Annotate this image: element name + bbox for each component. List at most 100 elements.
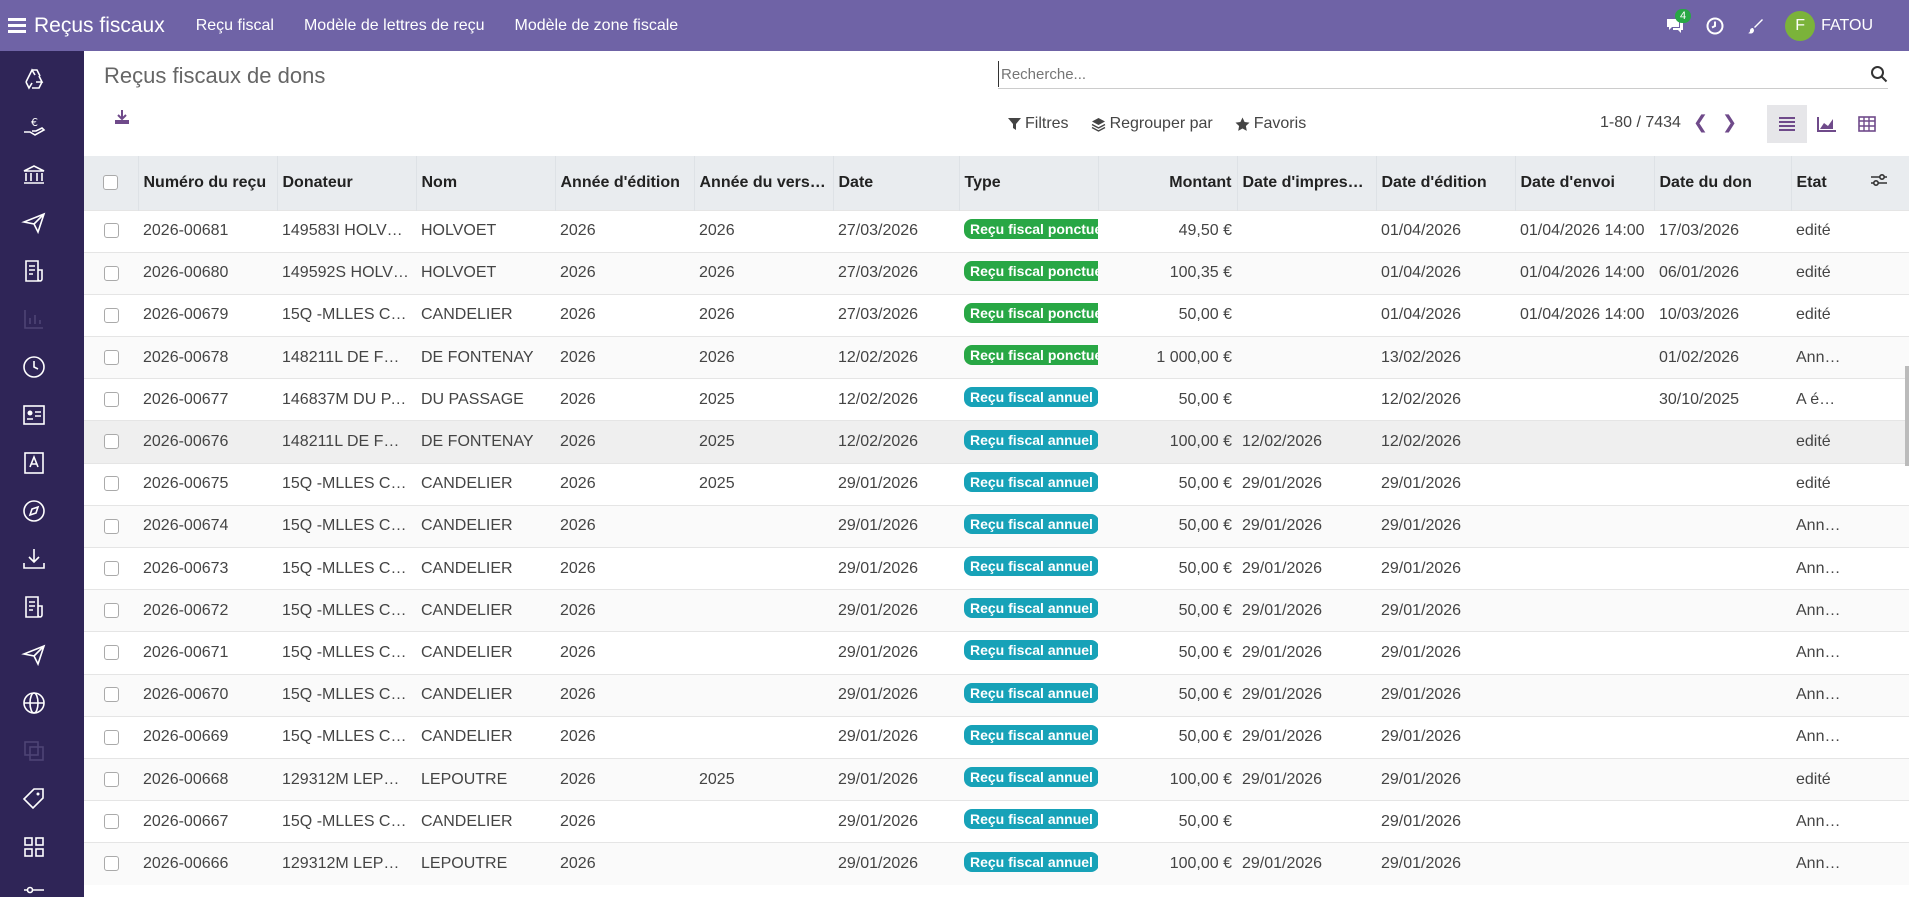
cell-nom: CANDELIER <box>416 800 555 843</box>
scrollbar[interactable] <box>1905 366 1909 466</box>
column-header[interactable]: Numéro du reçu <box>138 156 278 210</box>
list-view-icon[interactable] <box>1767 105 1807 143</box>
table-row[interactable]: 2026-00680 149592S HOLVOET HOLVOET 2026 2026… <box>84 251 1909 295</box>
column-header[interactable]: Date d'impression <box>1237 156 1377 210</box>
search-icon[interactable] <box>1870 65 1888 83</box>
recycle-icon[interactable] <box>20 65 48 93</box>
row-checkbox[interactable] <box>103 729 119 745</box>
row-checkbox[interactable] <box>103 856 119 872</box>
row-checkbox[interactable] <box>103 518 119 534</box>
menu-item-modele-lettres[interactable]: Modèle de lettres de reçu <box>303 16 485 34</box>
apps-grid-icon[interactable] <box>20 833 48 861</box>
column-header[interactable]: Type <box>959 156 1099 210</box>
user-avatar[interactable]: F <box>1785 10 1816 41</box>
row-select-cell <box>84 546 138 590</box>
cell-date-don: 10/03/2026 <box>1654 293 1791 337</box>
cell-date-imp: 29/01/2026 <box>1237 842 1376 885</box>
cell-date-imp: 29/01/2026 <box>1237 673 1376 717</box>
row-checkbox[interactable] <box>103 392 119 408</box>
donation-hand-icon[interactable]: € <box>20 113 48 141</box>
search-input[interactable] <box>998 61 1848 87</box>
column-header[interactable]: Date du don <box>1654 156 1792 210</box>
select-all-checkbox[interactable] <box>103 175 119 191</box>
settings-slider-icon[interactable] <box>20 881 48 897</box>
paper-plane-icon[interactable] <box>20 641 48 669</box>
favorites-button[interactable]: Favoris <box>1235 115 1306 133</box>
menu-toggle-icon[interactable] <box>0 0 34 51</box>
graph-view-icon[interactable] <box>1807 105 1847 143</box>
activity-clock-icon[interactable] <box>1695 0 1735 51</box>
user-name[interactable]: FATOU <box>1821 16 1873 34</box>
column-header[interactable]: Année du versement <box>694 156 834 210</box>
row-checkbox[interactable] <box>103 476 119 492</box>
download-icon[interactable] <box>114 109 130 125</box>
pager-previous-icon[interactable]: ❮ <box>1692 112 1709 132</box>
chat-icon[interactable]: 4 <box>1655 0 1695 51</box>
cell-etat: Annulé <box>1791 546 1849 590</box>
document-icon[interactable] <box>20 257 48 285</box>
row-checkbox[interactable] <box>103 223 119 239</box>
row-checkbox[interactable] <box>103 265 119 281</box>
column-header[interactable]: Date d'envoi <box>1515 156 1655 210</box>
tag-icon[interactable] <box>20 785 48 813</box>
cell-montant: 100,00 € <box>1098 757 1237 801</box>
clock-icon[interactable] <box>20 353 48 381</box>
cell-date-env <box>1515 800 1654 843</box>
row-checkbox[interactable] <box>103 645 119 661</box>
row-checkbox[interactable] <box>103 434 119 450</box>
column-header[interactable]: Date <box>833 156 960 210</box>
bar-chart-icon[interactable] <box>20 305 48 333</box>
row-checkbox[interactable] <box>103 307 119 323</box>
letter-a-icon[interactable] <box>20 449 48 477</box>
row-checkbox[interactable] <box>103 771 119 787</box>
compass-icon[interactable] <box>20 497 48 525</box>
row-checkbox[interactable] <box>103 349 119 365</box>
download-icon[interactable] <box>20 545 48 573</box>
pager-value[interactable]: 1-80 / 7434 <box>1600 113 1681 131</box>
cell-nom: DE FONTENAY <box>416 336 555 379</box>
column-header[interactable]: Etat <box>1796 173 1827 191</box>
row-checkbox[interactable] <box>103 687 119 703</box>
menu-item-recu-fiscal[interactable]: Reçu fiscal <box>195 16 274 34</box>
menu-item-modele-zone[interactable]: Modèle de zone fiscale <box>514 16 679 34</box>
brush-icon[interactable] <box>1735 0 1775 51</box>
filters-button[interactable]: Filtres <box>1008 115 1069 133</box>
column-settings-icon[interactable] <box>1871 173 1887 187</box>
group-by-button[interactable]: Regrouper par <box>1091 115 1213 133</box>
pivot-view-icon[interactable] <box>1847 105 1887 143</box>
column-header[interactable]: Nom <box>416 156 556 210</box>
table-row[interactable]: 2026-00681 149583I HOLVOET HOLVOET 2026 2026… <box>84 209 1909 253</box>
pager-next-icon[interactable]: ❯ <box>1722 112 1738 132</box>
column-header[interactable]: Montant <box>1098 156 1238 210</box>
contact-card-icon[interactable] <box>20 401 48 429</box>
column-header[interactable]: Donateur <box>277 156 417 210</box>
paper-plane-icon[interactable] <box>20 209 48 237</box>
app-title[interactable]: Reçus fiscaux <box>34 13 165 37</box>
cell-annee-ed: 2026 <box>555 462 694 506</box>
cell-annee-ed: 2026 <box>555 251 694 295</box>
copy-icon[interactable] <box>20 737 48 765</box>
row-checkbox[interactable] <box>103 603 119 619</box>
column-header[interactable]: Année d'édition <box>555 156 695 210</box>
column-header[interactable]: Date d'édition <box>1376 156 1516 210</box>
row-checkbox[interactable] <box>103 560 119 576</box>
cell-date-imp <box>1237 209 1376 253</box>
row-checkbox[interactable] <box>103 813 119 829</box>
document-icon[interactable] <box>20 593 48 621</box>
bank-icon[interactable] <box>20 161 48 189</box>
globe-icon[interactable] <box>20 689 48 717</box>
